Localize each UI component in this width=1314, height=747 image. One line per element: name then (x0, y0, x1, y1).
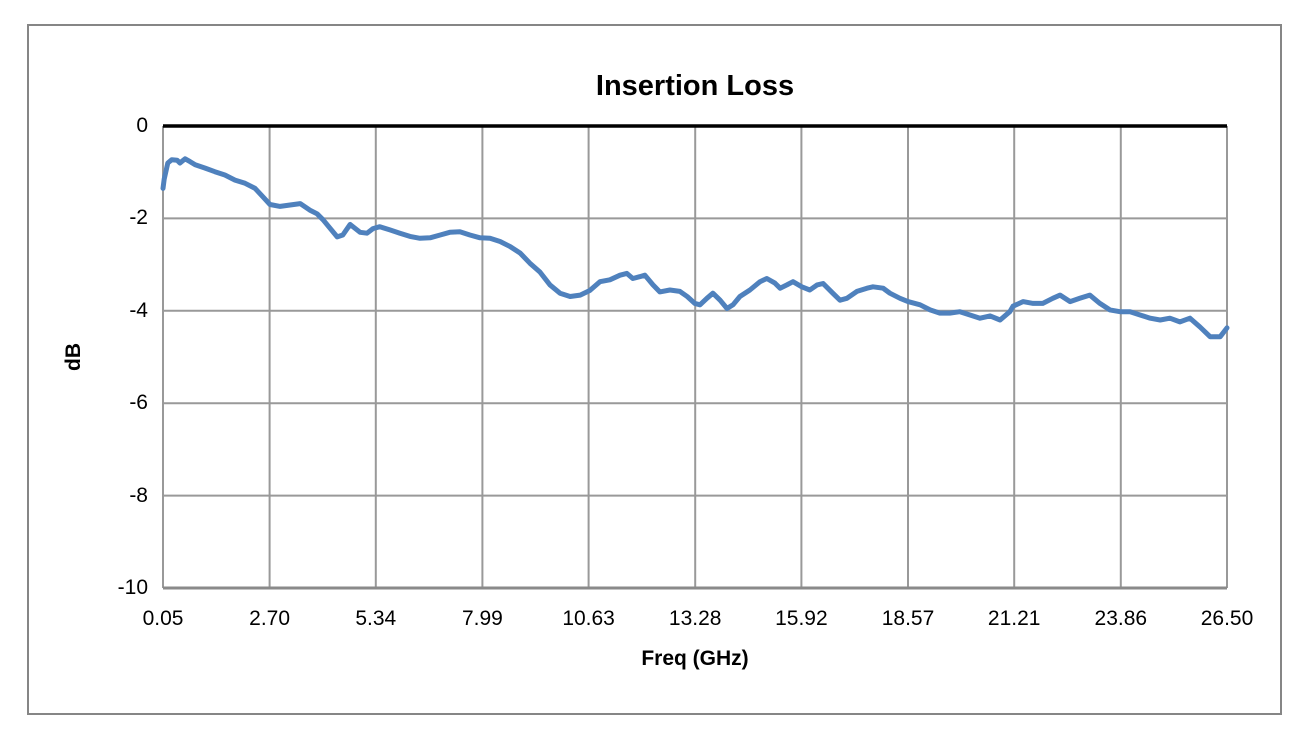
y-tick-label: -8 (129, 483, 148, 507)
y-axis-title: dB (62, 343, 85, 371)
x-tick-label: 18.57 (881, 607, 935, 630)
series-line-insertion-loss (160, 156, 1230, 340)
x-tick-label: 23.86 (1094, 607, 1148, 630)
x-tick-label: 26.50 (1200, 607, 1254, 630)
x-tick-label: 7.99 (461, 607, 503, 630)
y-tick-label: -6 (129, 391, 148, 415)
x-tick-label: 2.70 (249, 607, 291, 630)
y-tick-label: -10 (117, 576, 148, 599)
x-tick-label: 15.92 (775, 607, 828, 630)
y-tick-label: 0 (136, 114, 148, 137)
y-tick-label: -2 (129, 206, 148, 230)
x-tick-label: 13.28 (668, 607, 722, 630)
x-tick-label: 10.63 (562, 607, 615, 630)
x-tick-label: 0.05 (142, 607, 184, 630)
y-tick-label: -4 (129, 298, 148, 322)
x-axis-title: Freq (GHz) (641, 647, 749, 670)
chart-outer-border (27, 24, 1282, 715)
x-tick-label: 5.34 (355, 607, 397, 630)
chart-title: Insertion Loss (595, 70, 795, 102)
x-tick-label: 21.21 (987, 607, 1041, 630)
